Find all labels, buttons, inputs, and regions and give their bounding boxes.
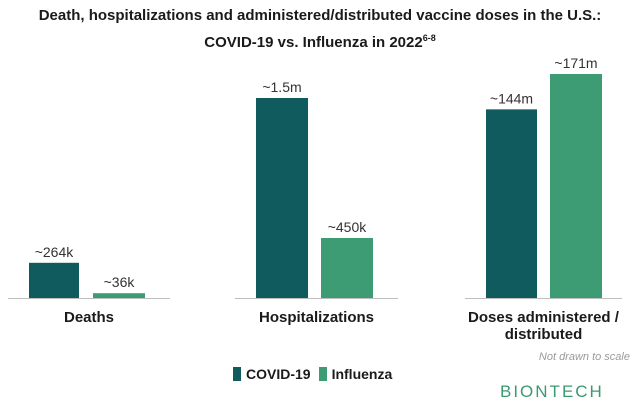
data-label-influenza-1: ~450k: [328, 219, 368, 235]
scale-note: Not drawn to scale: [538, 351, 630, 363]
category-label-2-0: Doses administered /: [468, 309, 620, 326]
company-logo: BIONTECH: [500, 382, 604, 401]
chart-title-line1: Death, hospitalizations and administered…: [38, 7, 602, 24]
legend-swatch-influenza: [318, 367, 327, 381]
category-label-2-1: distributed: [505, 326, 583, 343]
bar-covid-0: [29, 262, 79, 298]
legend-item-influenza: Influenza: [318, 366, 393, 382]
chart-title-text: COVID-19 vs. Influenza in 2022: [204, 34, 423, 51]
category-label-1-0: Hospitalizations: [259, 309, 374, 326]
bar-influenza-0: [93, 293, 145, 298]
data-label-covid-2: ~144m: [490, 90, 533, 106]
bar-influenza-2: [550, 74, 602, 298]
legend-item-covid: COVID-19: [233, 366, 311, 382]
legend-label-covid: COVID-19: [246, 366, 311, 382]
data-label-covid-1: ~1.5m: [262, 79, 301, 95]
data-label-influenza-2: ~171m: [554, 55, 597, 71]
footnote-ref: 6-8: [422, 33, 436, 43]
bar-covid-1: [256, 98, 308, 298]
bar-covid-2: [486, 109, 537, 298]
bar-influenza-1: [321, 238, 373, 298]
data-label-covid-0: ~264k: [35, 244, 75, 260]
category-label-0-0: Deaths: [64, 309, 114, 326]
legend: COVID-19 Influenza: [233, 366, 400, 382]
data-label-influenza-0: ~36k: [104, 274, 136, 290]
legend-label-influenza: Influenza: [331, 366, 393, 382]
legend-swatch-covid: [233, 367, 241, 381]
chart-title-line2: COVID-19 vs. Influenza in 20226-8: [0, 33, 640, 53]
